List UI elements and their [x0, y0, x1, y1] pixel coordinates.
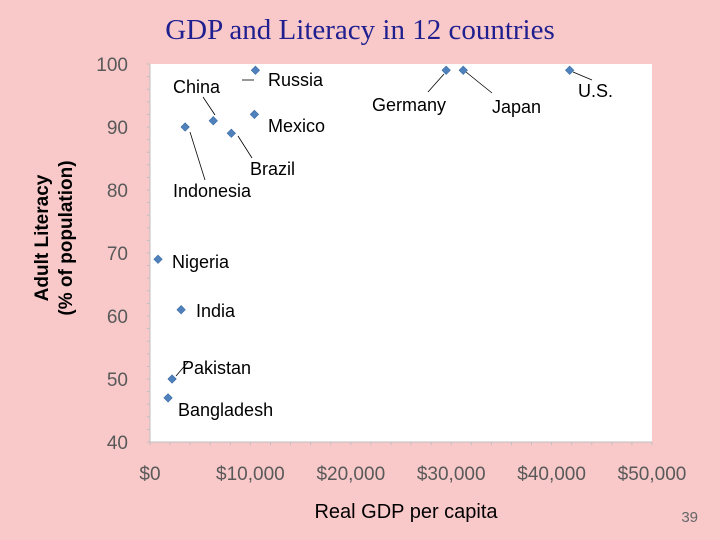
leader-line-china [202, 96, 216, 116]
y-tick-label: 90 [107, 118, 128, 139]
x-tick-label: $20,000 [316, 464, 385, 485]
y-tick-label: 50 [107, 370, 128, 391]
point-label-japan: Japan [492, 97, 541, 117]
point-u-s [565, 65, 575, 75]
y-tick-label: 70 [107, 244, 128, 265]
plot-area [150, 64, 652, 442]
point-label-u-s: U.S. [578, 81, 613, 101]
y-tick-label: 100 [96, 55, 128, 76]
slide-title: GDP and Literacy in 12 countries [165, 14, 555, 46]
point-label-germany: Germany [372, 95, 446, 115]
leader-line-indonesia [189, 131, 206, 181]
point-label-indonesia: Indonesia [173, 181, 252, 201]
x-axis-title: Real GDP per capita [314, 501, 498, 523]
leader-line-japan [465, 71, 493, 94]
y-tick-label: 40 [107, 433, 128, 454]
point-label-india: India [196, 301, 236, 321]
point-label-mexico: Mexico [268, 116, 325, 136]
point-indonesia [180, 122, 190, 132]
leader-line-pakistan [175, 361, 189, 377]
leader-line-u-s [572, 71, 593, 81]
point-label-nigeria: Nigeria [172, 252, 230, 272]
point-mexico [249, 109, 260, 120]
y-tick-label: 80 [107, 181, 128, 202]
y-axis-title: Adult Literacy (% of population) [32, 160, 77, 315]
x-tick-label: $30,000 [417, 464, 486, 485]
point-china [208, 116, 218, 126]
page-number: 39 [681, 509, 698, 526]
point-label-china: China [173, 77, 221, 97]
x-tick-label: $0 [139, 464, 160, 485]
point-india [176, 305, 186, 315]
point-germany [441, 65, 451, 75]
leader-line-germany [427, 73, 445, 93]
y-tick-label: 60 [107, 307, 128, 328]
point-nigeria [153, 254, 163, 264]
point-label-russia: Russia [268, 70, 324, 90]
y-axis-title-line: Adult Literacy [32, 174, 53, 301]
point-label-brazil: Brazil [250, 159, 295, 179]
point-japan [458, 65, 468, 75]
leader-line-brazil [237, 135, 253, 159]
x-tick-label: $40,000 [517, 464, 586, 485]
y-axis-title-line: (% of population) [56, 160, 77, 315]
x-tick-label: $10,000 [216, 464, 285, 485]
point-pakistan [167, 374, 177, 384]
point-brazil [226, 128, 236, 138]
point-bangladesh [163, 393, 173, 403]
x-tick-label: $50,000 [618, 464, 687, 485]
point-label-pakistan: Pakistan [182, 358, 251, 378]
point-label-bangladesh: Bangladesh [178, 400, 273, 420]
point-russia [250, 65, 261, 75]
